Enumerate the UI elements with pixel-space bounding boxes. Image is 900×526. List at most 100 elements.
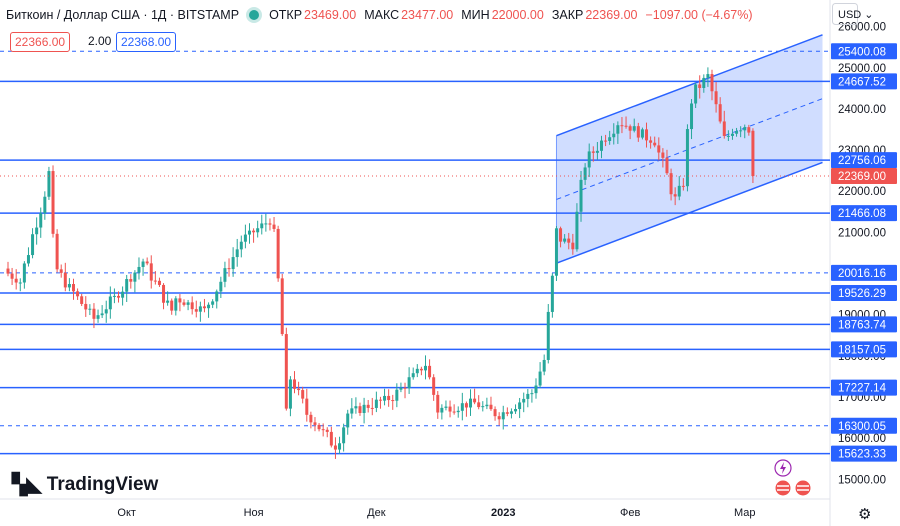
- candle[interactable]: [730, 128, 734, 140]
- candle[interactable]: [493, 406, 497, 421]
- candle[interactable]: [112, 288, 116, 304]
- candle[interactable]: [628, 124, 632, 140]
- candle[interactable]: [186, 299, 190, 311]
- currency-selector-icon[interactable]: [832, 3, 858, 25]
- candle[interactable]: [448, 400, 452, 418]
- candle[interactable]: [133, 270, 137, 293]
- candle[interactable]: [182, 299, 186, 307]
- candle[interactable]: [616, 121, 620, 144]
- candle[interactable]: [653, 136, 657, 148]
- candle[interactable]: [354, 397, 358, 414]
- candle[interactable]: [743, 124, 747, 139]
- candle[interactable]: [264, 213, 268, 232]
- candle[interactable]: [722, 110, 726, 139]
- candle[interactable]: [661, 148, 665, 168]
- candle[interactable]: [231, 247, 235, 277]
- candle[interactable]: [14, 269, 18, 290]
- candle[interactable]: [88, 304, 92, 316]
- candle[interactable]: [362, 397, 366, 424]
- candle[interactable]: [559, 226, 563, 248]
- candle[interactable]: [280, 273, 284, 336]
- candle[interactable]: [469, 389, 473, 416]
- candle[interactable]: [350, 398, 354, 419]
- candle[interactable]: [747, 124, 751, 136]
- candle[interactable]: [702, 74, 706, 93]
- candle[interactable]: [202, 298, 206, 313]
- candle[interactable]: [485, 397, 489, 410]
- candle[interactable]: [407, 367, 411, 394]
- candle[interactable]: [22, 261, 26, 289]
- candle[interactable]: [497, 412, 501, 426]
- candle[interactable]: [26, 247, 30, 267]
- candle[interactable]: [514, 404, 518, 414]
- candle[interactable]: [669, 168, 673, 201]
- candle[interactable]: [726, 130, 730, 142]
- candle[interactable]: [718, 97, 722, 124]
- candle[interactable]: [542, 354, 546, 376]
- candle[interactable]: [452, 404, 456, 415]
- candle[interactable]: [698, 75, 702, 99]
- candle[interactable]: [681, 178, 685, 191]
- candle[interactable]: [464, 401, 468, 417]
- candle[interactable]: [477, 395, 481, 410]
- candle[interactable]: [432, 374, 436, 401]
- candle[interactable]: [149, 255, 153, 289]
- candle[interactable]: [153, 271, 157, 285]
- candle[interactable]: [121, 286, 125, 306]
- candle[interactable]: [694, 82, 698, 108]
- candle[interactable]: [473, 388, 477, 405]
- us-event-icon[interactable]: [774, 479, 792, 497]
- candle[interactable]: [346, 409, 350, 435]
- candle[interactable]: [227, 258, 231, 277]
- candle[interactable]: [714, 82, 718, 113]
- candle[interactable]: [383, 388, 387, 406]
- candle[interactable]: [174, 296, 178, 316]
- candle[interactable]: [63, 262, 67, 292]
- candle[interactable]: [6, 261, 10, 277]
- candle[interactable]: [129, 274, 133, 289]
- candle[interactable]: [247, 223, 251, 244]
- candle[interactable]: [219, 276, 223, 298]
- candle[interactable]: [370, 397, 374, 416]
- candle[interactable]: [252, 228, 256, 243]
- candle[interactable]: [67, 278, 71, 292]
- candle[interactable]: [137, 257, 141, 280]
- candle[interactable]: [604, 134, 608, 147]
- candle[interactable]: [481, 401, 485, 412]
- candle[interactable]: [293, 371, 297, 394]
- candle[interactable]: [157, 277, 161, 287]
- candle[interactable]: [35, 217, 39, 245]
- candle[interactable]: [166, 291, 170, 306]
- candle[interactable]: [489, 396, 493, 411]
- candle[interactable]: [43, 191, 47, 220]
- candle[interactable]: [587, 143, 591, 177]
- candle[interactable]: [571, 233, 575, 255]
- candle[interactable]: [378, 396, 382, 409]
- candle[interactable]: [509, 408, 513, 419]
- candle[interactable]: [518, 397, 522, 419]
- buy-button[interactable]: 22368.00: [116, 32, 177, 52]
- sell-button[interactable]: 22366.00: [10, 32, 71, 52]
- candle[interactable]: [399, 382, 403, 393]
- candle[interactable]: [51, 165, 55, 238]
- candle[interactable]: [624, 116, 628, 129]
- candle[interactable]: [256, 220, 260, 238]
- candle[interactable]: [554, 226, 558, 281]
- candle[interactable]: [59, 264, 63, 278]
- gear-icon[interactable]: ⚙: [858, 506, 872, 523]
- candle[interactable]: [710, 69, 714, 101]
- candle[interactable]: [211, 299, 215, 309]
- candle[interactable]: [428, 359, 432, 380]
- candle[interactable]: [583, 163, 587, 186]
- candle[interactable]: [534, 378, 538, 399]
- candle[interactable]: [31, 228, 35, 259]
- candle[interactable]: [39, 207, 43, 238]
- candle[interactable]: [329, 426, 333, 448]
- tradingview-logo[interactable]: ▚◣ TradingView: [12, 472, 158, 497]
- candle[interactable]: [141, 258, 145, 276]
- candle[interactable]: [108, 286, 112, 319]
- candle[interactable]: [284, 327, 288, 411]
- candle[interactable]: [55, 229, 59, 273]
- candle[interactable]: [297, 381, 301, 396]
